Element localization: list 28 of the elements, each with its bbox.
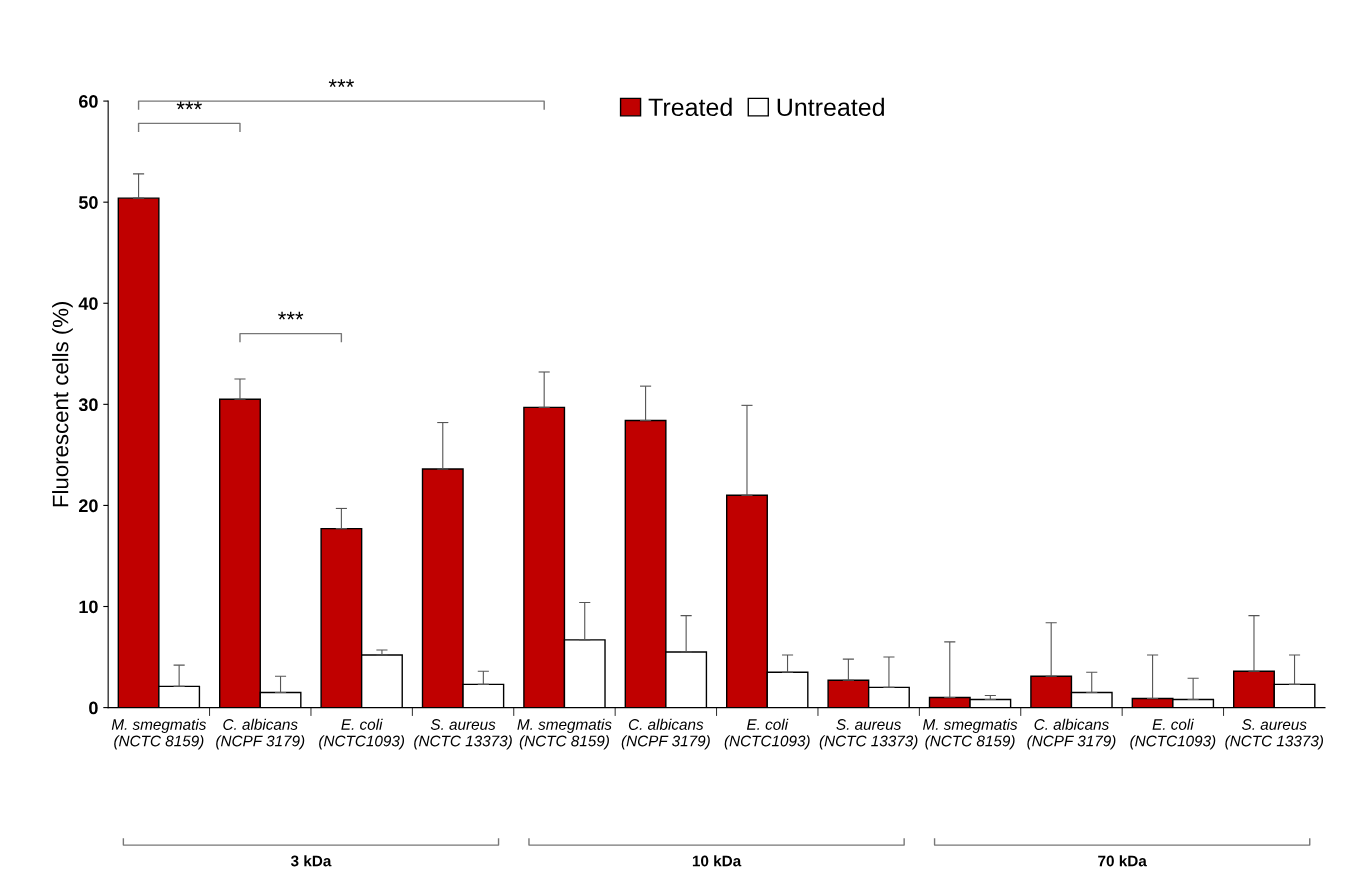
x-tick-label: E. coli (NCTC1093) bbox=[319, 718, 405, 750]
annotation: *** bbox=[278, 311, 304, 320]
y-tick-label: 0 bbox=[89, 701, 98, 715]
y-tick-label: 40 bbox=[78, 297, 98, 310]
x-tick-label: C. albicans (NCPF 3179) bbox=[216, 718, 305, 750]
y-tick-label: 30 bbox=[78, 398, 98, 412]
x-tick-label: C. albicans (NCPF 3179) bbox=[1027, 718, 1116, 750]
y-tick-label: 20 bbox=[78, 499, 98, 513]
x-tick-label: M. smegmatis (NCTC 8159) bbox=[922, 718, 1018, 750]
x-tick-label: E. coli (NCTC1093) bbox=[1130, 718, 1216, 750]
y-tick-label: 10 bbox=[79, 600, 98, 614]
x-tick-label: S. aureus (NCTC 13373) bbox=[414, 719, 512, 750]
annotation: *** bbox=[176, 101, 202, 110]
y-tick-label: 60 bbox=[79, 95, 98, 108]
text: 10 kDa bbox=[692, 855, 742, 867]
y-axis-title: Fluorescent cells (%) bbox=[52, 301, 73, 507]
x-tick-label: S. aureus (NCTC 13373) bbox=[819, 719, 918, 750]
legend-label: Treated bbox=[648, 97, 732, 117]
text: 70 kDa bbox=[1098, 855, 1147, 867]
x-tick-label: M. smegmatis (NCTC 8159) bbox=[517, 718, 612, 750]
x-tick-label: E. coli (NCTC1093) bbox=[724, 718, 810, 750]
legend-label: Untreated bbox=[777, 97, 884, 117]
x-tick-label: M. smegmatis (NCTC 8159) bbox=[111, 718, 207, 750]
y-tick-label: 50 bbox=[78, 196, 98, 209]
text: 3 kDa bbox=[290, 855, 332, 867]
x-tick-label: S. aureus (NCTC 13373) bbox=[1225, 719, 1324, 750]
x-tick-label: C. albicans (NCPF 3179) bbox=[621, 718, 710, 750]
text: *** bbox=[328, 79, 354, 87]
